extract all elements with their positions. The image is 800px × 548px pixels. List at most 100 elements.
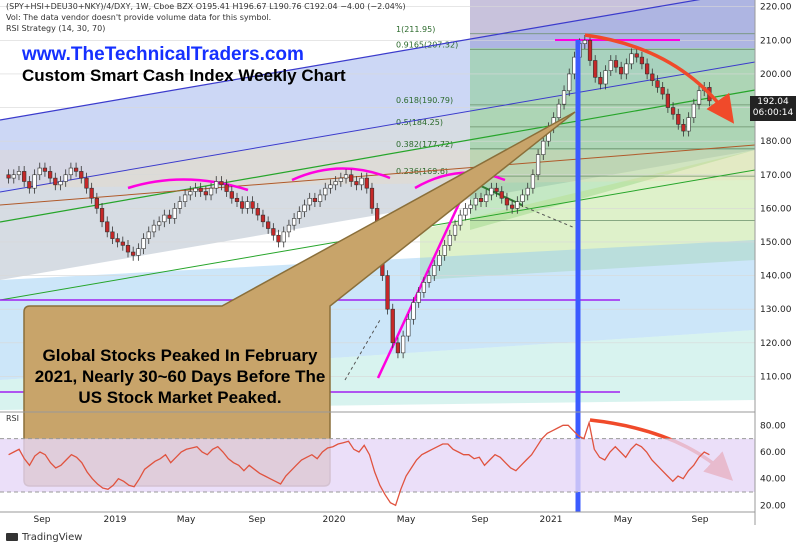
fib-label: 0.5(184.25): [396, 118, 443, 127]
candle-down: [598, 76, 603, 85]
tradingview-brand[interactable]: TradingView: [6, 532, 82, 543]
last-price: 192.04: [757, 97, 789, 107]
candle-up: [603, 70, 608, 85]
pattern-arcs: [127, 167, 506, 192]
candle-down: [655, 80, 660, 88]
candle-up: [608, 60, 613, 71]
candle-down: [504, 197, 510, 206]
candle-down: [48, 171, 53, 179]
candle-down: [22, 171, 27, 182]
fib-label: 0.618(190.79): [396, 96, 453, 105]
band-blue-top: [0, 0, 755, 192]
time-tick-label: Sep: [692, 515, 709, 525]
candle-down: [276, 234, 281, 243]
candle-up: [582, 40, 587, 44]
candle-up: [473, 197, 478, 206]
time-axis: Sep 2019 May Sep 2020 May Sep 2021 May Sep: [34, 515, 709, 525]
time-tick-label: 2020: [323, 515, 346, 525]
candle-down: [364, 177, 369, 189]
candle-up: [416, 292, 421, 303]
arc-left: [127, 178, 249, 192]
candle-up: [286, 224, 292, 233]
arc-middle: [291, 167, 391, 182]
arc-right: [414, 171, 506, 190]
candle-up: [624, 63, 629, 75]
fib-label: 1(211.95): [396, 25, 435, 34]
candle-up: [484, 194, 489, 202]
candle-down: [385, 275, 390, 310]
candle-down: [593, 60, 598, 78]
candle-down: [369, 187, 375, 209]
candle-up: [530, 174, 536, 189]
time-tick-label: May: [397, 515, 416, 525]
candle-down: [271, 228, 276, 236]
candle-up: [567, 73, 572, 92]
candle-down: [53, 177, 58, 186]
channel-line-brown: [0, 144, 756, 206]
chart-title: Custom Smart Cash Index Weekly Chart: [22, 66, 346, 85]
candle-up: [214, 181, 219, 189]
candle-down: [681, 124, 686, 132]
candle-down: [676, 113, 681, 125]
candle-up: [452, 224, 458, 236]
rsi-tick-label: 40.00: [760, 475, 786, 485]
candle-down: [619, 66, 624, 75]
candle-up: [208, 187, 214, 196]
candle-up: [556, 103, 561, 118]
candle-up: [182, 194, 188, 202]
bar-countdown: 06:00:14: [752, 108, 794, 118]
price-tick-label: 220.00: [760, 3, 792, 13]
candle-down: [219, 181, 224, 186]
time-tick-label: Sep: [472, 515, 489, 525]
candle-down: [266, 221, 271, 229]
candle-down: [42, 167, 48, 172]
indicator-line: RSI Strategy (14, 30, 70): [6, 24, 106, 33]
candle-up: [421, 281, 427, 293]
trend-lines: [0, 0, 756, 393]
candle-down: [390, 308, 395, 344]
candle-up: [338, 177, 343, 182]
price-tick-label: 180.00: [760, 137, 792, 147]
candle-down: [587, 40, 593, 61]
candle-down: [234, 197, 240, 202]
candle-up: [406, 318, 411, 337]
rsi-panel: [0, 411, 755, 507]
candle-up: [515, 201, 520, 209]
time-tick-label: Sep: [34, 515, 51, 525]
candle-down: [240, 201, 245, 209]
candle-up: [136, 248, 141, 256]
candle-down: [354, 181, 359, 186]
candle-down: [167, 214, 172, 219]
candle-down: [84, 177, 89, 189]
candle-up: [561, 90, 567, 105]
time-tick-label: 2019: [104, 515, 127, 525]
candle-up: [525, 187, 530, 196]
symbol-line: (SPY+HSI+DEU30+NKY)/4/DXY, 1W, Cboe BZX …: [6, 2, 406, 11]
candle-down: [79, 171, 84, 179]
candle-up: [411, 302, 416, 320]
fib-label: 0.9165(207.32): [396, 40, 458, 49]
candle-down: [660, 87, 665, 95]
price-tick-label: 140.00: [760, 272, 792, 282]
candle-up: [141, 238, 146, 249]
candle-up: [535, 154, 541, 176]
candle-up: [16, 171, 22, 176]
candle-up: [442, 245, 447, 256]
candle-down: [89, 187, 94, 199]
candle-up: [172, 208, 177, 219]
candle-up: [193, 187, 198, 192]
time-tick-label: May: [177, 515, 196, 525]
candle-up: [188, 191, 193, 196]
candle-up: [468, 204, 473, 209]
volume-note: Vol: The data vendor doesn't provide vol…: [6, 13, 272, 22]
candle-up: [458, 214, 463, 226]
candle-up: [58, 181, 63, 186]
candle-down: [110, 231, 115, 239]
candle-down: [312, 197, 317, 202]
channel-line-mid: [0, 61, 756, 193]
candle-down: [27, 181, 32, 189]
candle-down: [115, 238, 120, 243]
candle-down: [650, 73, 655, 81]
candle-down: [131, 251, 136, 256]
candle-up: [426, 275, 432, 283]
